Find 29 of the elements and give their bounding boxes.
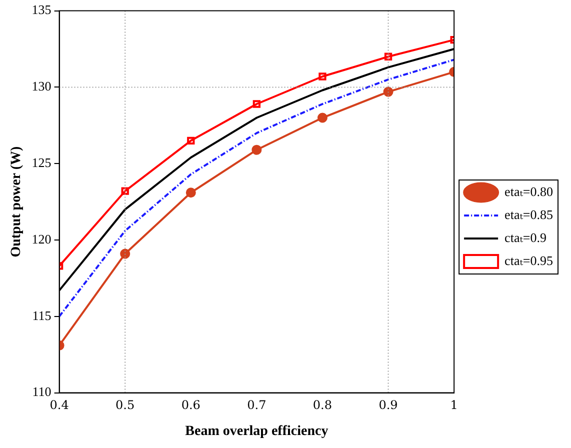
point: [317, 112, 328, 123]
legend-label: etaₜ=0.85: [504, 206, 554, 222]
point: [252, 100, 261, 108]
x-tick-label: 1: [450, 398, 458, 412]
point: [187, 136, 195, 145]
y-tick-label: 130: [32, 78, 52, 94]
point: [121, 187, 129, 195]
y-tick-label: 110: [32, 384, 52, 400]
point: [186, 188, 196, 198]
legend-label: etaₜ=0.80: [504, 184, 554, 199]
y-tick-label: 120: [32, 231, 52, 246]
legend-label: ctaₜ=0.9: [504, 230, 547, 245]
point: [384, 52, 392, 60]
x-tick-label: 0.8: [312, 398, 332, 412]
y-tick-label: 115: [32, 308, 52, 323]
point: [318, 72, 326, 80]
y-axis-title: Output power (W): [9, 146, 24, 258]
legend-label: ctaₜ=0.95: [504, 252, 554, 268]
x-tick-label: 0.4: [50, 398, 70, 412]
x-tick-label: 0.5: [116, 398, 135, 412]
point: [120, 248, 130, 259]
y-tick-label: 125: [32, 155, 52, 170]
x-axis-title: Beam overlap efficiency: [185, 424, 328, 440]
point: [252, 144, 262, 155]
x-tick-label: 0.6: [181, 398, 200, 412]
y-tick-label: 135: [32, 2, 52, 18]
point: [383, 86, 394, 97]
x-tick-label: 0.7: [247, 398, 266, 412]
x-tick-label: 0.9: [378, 398, 398, 412]
